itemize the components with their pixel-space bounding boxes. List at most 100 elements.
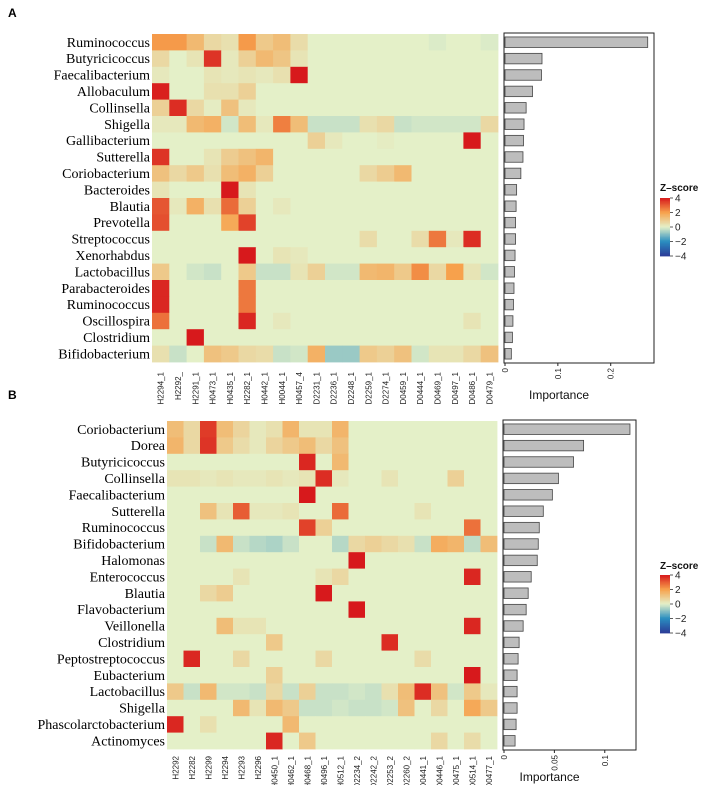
heatmap-cell: [446, 230, 464, 248]
heatmap-cell: [480, 716, 498, 733]
heatmap-cell: [394, 165, 412, 182]
heatmap-cell: [238, 214, 257, 232]
heatmap-cell: [152, 116, 170, 133]
heatmap-cell: [200, 585, 217, 602]
heatmap-cell: [186, 34, 205, 51]
heatmap-cell: [376, 66, 395, 84]
legend-gradient-step: [660, 231, 670, 234]
importance-bar: [504, 266, 515, 278]
heatmap-cell: [394, 132, 412, 150]
heatmap-cell: [325, 132, 343, 150]
heatmap-cell: [290, 263, 309, 281]
heatmap-cell: [186, 247, 205, 264]
legend-tick-label: 2: [675, 585, 681, 596]
importance-bar: [503, 456, 574, 468]
legend-tick-label: 0: [675, 600, 681, 611]
heatmap-cell: [221, 263, 239, 281]
heatmap-cell: [290, 230, 309, 248]
heatmap-cell: [315, 568, 333, 586]
heatmap-cell: [216, 650, 234, 668]
legend-tick-label: 4: [675, 571, 681, 582]
heatmap-cell: [221, 132, 239, 150]
heatmap-cell: [480, 230, 499, 248]
heatmap-cell: [463, 280, 482, 297]
heatmap-cell: [447, 421, 465, 438]
heatmap-cell: [299, 667, 316, 684]
heatmap-cell: [411, 198, 430, 215]
heatmap-cell: [238, 165, 257, 182]
column-label: D2231_1: [312, 371, 321, 404]
heatmap-cell: [307, 66, 326, 84]
legend-gradient-step: [660, 593, 670, 596]
column-label: D2253_2: [386, 755, 395, 785]
heatmap-cell: [167, 535, 184, 553]
heatmap-cell: [332, 552, 349, 569]
heatmap-cell: [463, 132, 482, 150]
legend-gradient-step: [660, 253, 670, 255]
heatmap-cell: [381, 552, 399, 569]
heatmap-cell: [414, 486, 432, 504]
heatmap-cell: [233, 585, 250, 602]
heatmap-cell: [480, 667, 498, 684]
heatmap-cell: [290, 34, 309, 51]
heatmap-cell: [152, 230, 170, 248]
heatmap-cell: [167, 699, 184, 717]
importance-bar: [503, 685, 518, 698]
heatmap-cell: [463, 247, 482, 264]
heatmap-cell: [342, 296, 360, 314]
heatmap-cell: [307, 148, 326, 166]
heatmap-cell: [266, 683, 283, 701]
legend-gradient-step: [660, 199, 670, 202]
heatmap-cell: [431, 552, 448, 569]
heatmap-cell: [394, 312, 412, 330]
heatmap-cell: [446, 198, 464, 215]
heatmap-cell: [325, 83, 343, 100]
importance-bar: [503, 505, 544, 517]
heatmap-cell: [414, 421, 432, 438]
heatmap-cell: [282, 470, 300, 487]
heatmap-cell: [167, 470, 184, 487]
heatmap-cell: [394, 230, 412, 248]
heatmap-cell: [200, 634, 217, 651]
heatmap-cell: [342, 116, 360, 133]
importance-bar: [503, 423, 631, 435]
legend-gradient-step: [660, 212, 670, 215]
legend-gradient-step: [660, 198, 670, 200]
heatmap-cell: [152, 329, 170, 346]
heatmap-cell: [480, 345, 499, 363]
heatmap-cell: [273, 345, 291, 363]
heatmap-cell: [290, 181, 309, 199]
heatmap-cell: [307, 181, 326, 199]
heatmap-cell: [290, 345, 309, 363]
heatmap-cell: [414, 535, 432, 553]
legend-gradient-step: [660, 582, 670, 585]
heatmap-cell: [348, 519, 366, 537]
heatmap-cell: [200, 421, 217, 438]
legend-gradient-step: [660, 627, 670, 630]
heatmap-cell: [203, 148, 222, 166]
heatmap-cell: [480, 296, 499, 314]
heatmap-cell: [282, 716, 300, 733]
heatmap-cell: [414, 585, 432, 602]
row-label: Peptostreptococcus: [57, 652, 165, 667]
heatmap-cell: [273, 34, 291, 51]
heatmap-cell: [290, 83, 309, 100]
importance-bar: [504, 233, 516, 245]
heatmap-cell: [464, 503, 481, 520]
heatmap-cell: [307, 329, 326, 346]
heatmap-cell: [315, 601, 333, 619]
heatmap-cell: [398, 699, 415, 717]
heatmap-cell: [463, 214, 482, 232]
heatmap-cell: [233, 470, 250, 487]
heatmap-cell: [464, 650, 481, 668]
heatmap-cell: [315, 683, 333, 701]
heatmap-cell: [273, 148, 291, 166]
heatmap-cell: [249, 601, 267, 619]
heatmap-cell: [299, 683, 316, 701]
heatmap-cell: [332, 617, 349, 635]
column-label: D2236_1: [330, 371, 339, 404]
column-label: D0479_1: [485, 371, 494, 404]
column-label: H2291_1: [191, 371, 200, 404]
heatmap-cell: [342, 247, 360, 264]
heatmap-cell: [186, 296, 205, 314]
